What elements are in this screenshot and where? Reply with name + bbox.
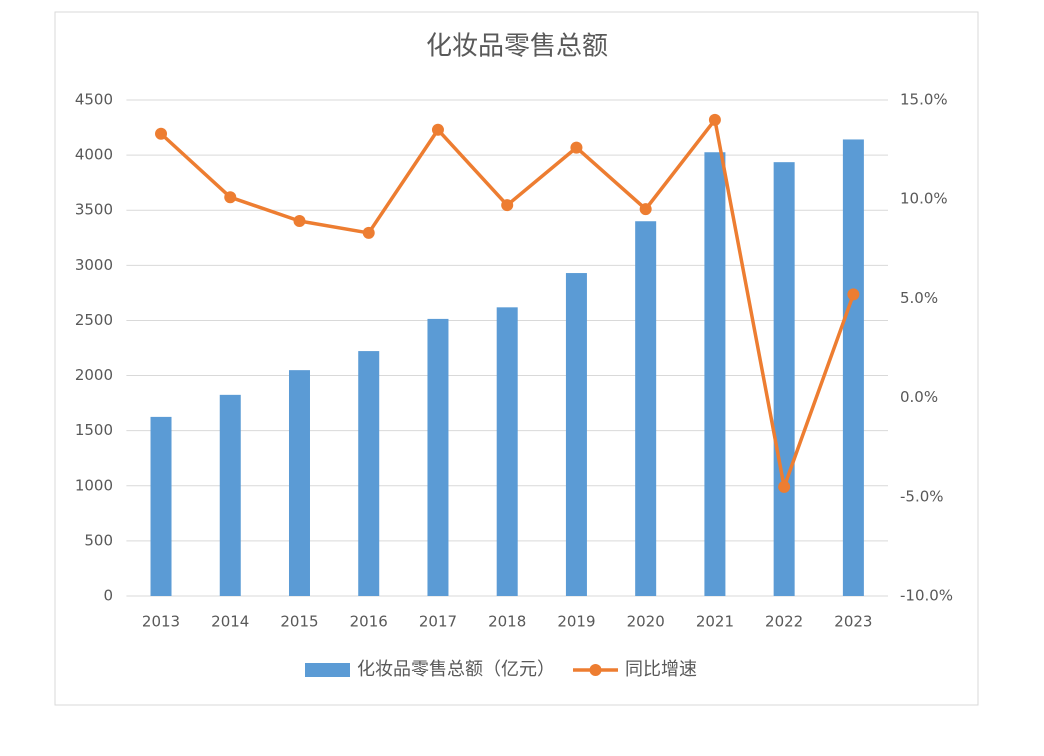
x-tick-label: 2018 xyxy=(488,613,526,631)
legend-label: 同比增速 xyxy=(625,659,697,680)
y2-tick-label: 5.0% xyxy=(900,289,938,307)
bar xyxy=(565,273,587,596)
x-tick-label: 2015 xyxy=(280,613,318,631)
bar xyxy=(842,139,864,597)
chart-title: 化妆品零售总额 xyxy=(426,32,608,62)
line-marker xyxy=(778,480,791,493)
bar xyxy=(496,307,518,596)
bar xyxy=(150,416,172,596)
line-marker xyxy=(362,226,375,239)
x-tick-label: 2014 xyxy=(211,613,249,631)
bar xyxy=(635,221,657,596)
y2-tick-label: -5.0% xyxy=(900,487,944,505)
x-tick-label: 2019 xyxy=(557,613,595,631)
line-marker xyxy=(708,113,721,126)
x-tick-label: 2017 xyxy=(419,613,457,631)
line-marker xyxy=(847,288,860,301)
y-tick-label: 4500 xyxy=(75,91,113,109)
line-marker xyxy=(431,123,444,136)
y2-tick-label: 10.0% xyxy=(900,190,948,208)
bar xyxy=(358,351,380,596)
bar xyxy=(704,152,726,596)
line-marker xyxy=(155,127,168,140)
bar xyxy=(773,162,795,596)
y-tick-label: 4000 xyxy=(75,146,113,164)
y-tick-label: 0 xyxy=(103,587,113,605)
legend-swatch xyxy=(305,663,350,677)
y2-tick-label: 0.0% xyxy=(900,388,938,406)
legend-swatch xyxy=(589,664,602,676)
y2-tick-label: -10.0% xyxy=(900,587,953,605)
legend-label: 化妆品零售总额（亿元） xyxy=(357,659,555,680)
y-tick-label: 3500 xyxy=(75,201,113,219)
x-tick-label: 2021 xyxy=(696,613,734,631)
line-marker xyxy=(570,141,583,154)
y-tick-label: 2000 xyxy=(75,366,113,384)
y-tick-label: 2500 xyxy=(75,311,113,329)
bar xyxy=(219,394,241,596)
y-tick-label: 1000 xyxy=(75,476,113,494)
x-tick-label: 2013 xyxy=(142,613,180,631)
bar xyxy=(288,370,310,596)
line-marker xyxy=(224,191,237,204)
line-marker xyxy=(639,203,652,216)
y2-tick-label: 15.0% xyxy=(900,91,948,109)
line-marker xyxy=(293,215,306,228)
x-tick-label: 2023 xyxy=(834,613,872,631)
y-tick-label: 500 xyxy=(84,531,113,549)
y-tick-label: 3000 xyxy=(75,256,113,274)
y-tick-label: 1500 xyxy=(75,421,113,439)
x-tick-label: 2016 xyxy=(350,613,388,631)
x-tick-label: 2020 xyxy=(627,613,665,631)
line-marker xyxy=(501,199,514,212)
x-tick-label: 2022 xyxy=(765,613,803,631)
bar xyxy=(427,318,449,596)
